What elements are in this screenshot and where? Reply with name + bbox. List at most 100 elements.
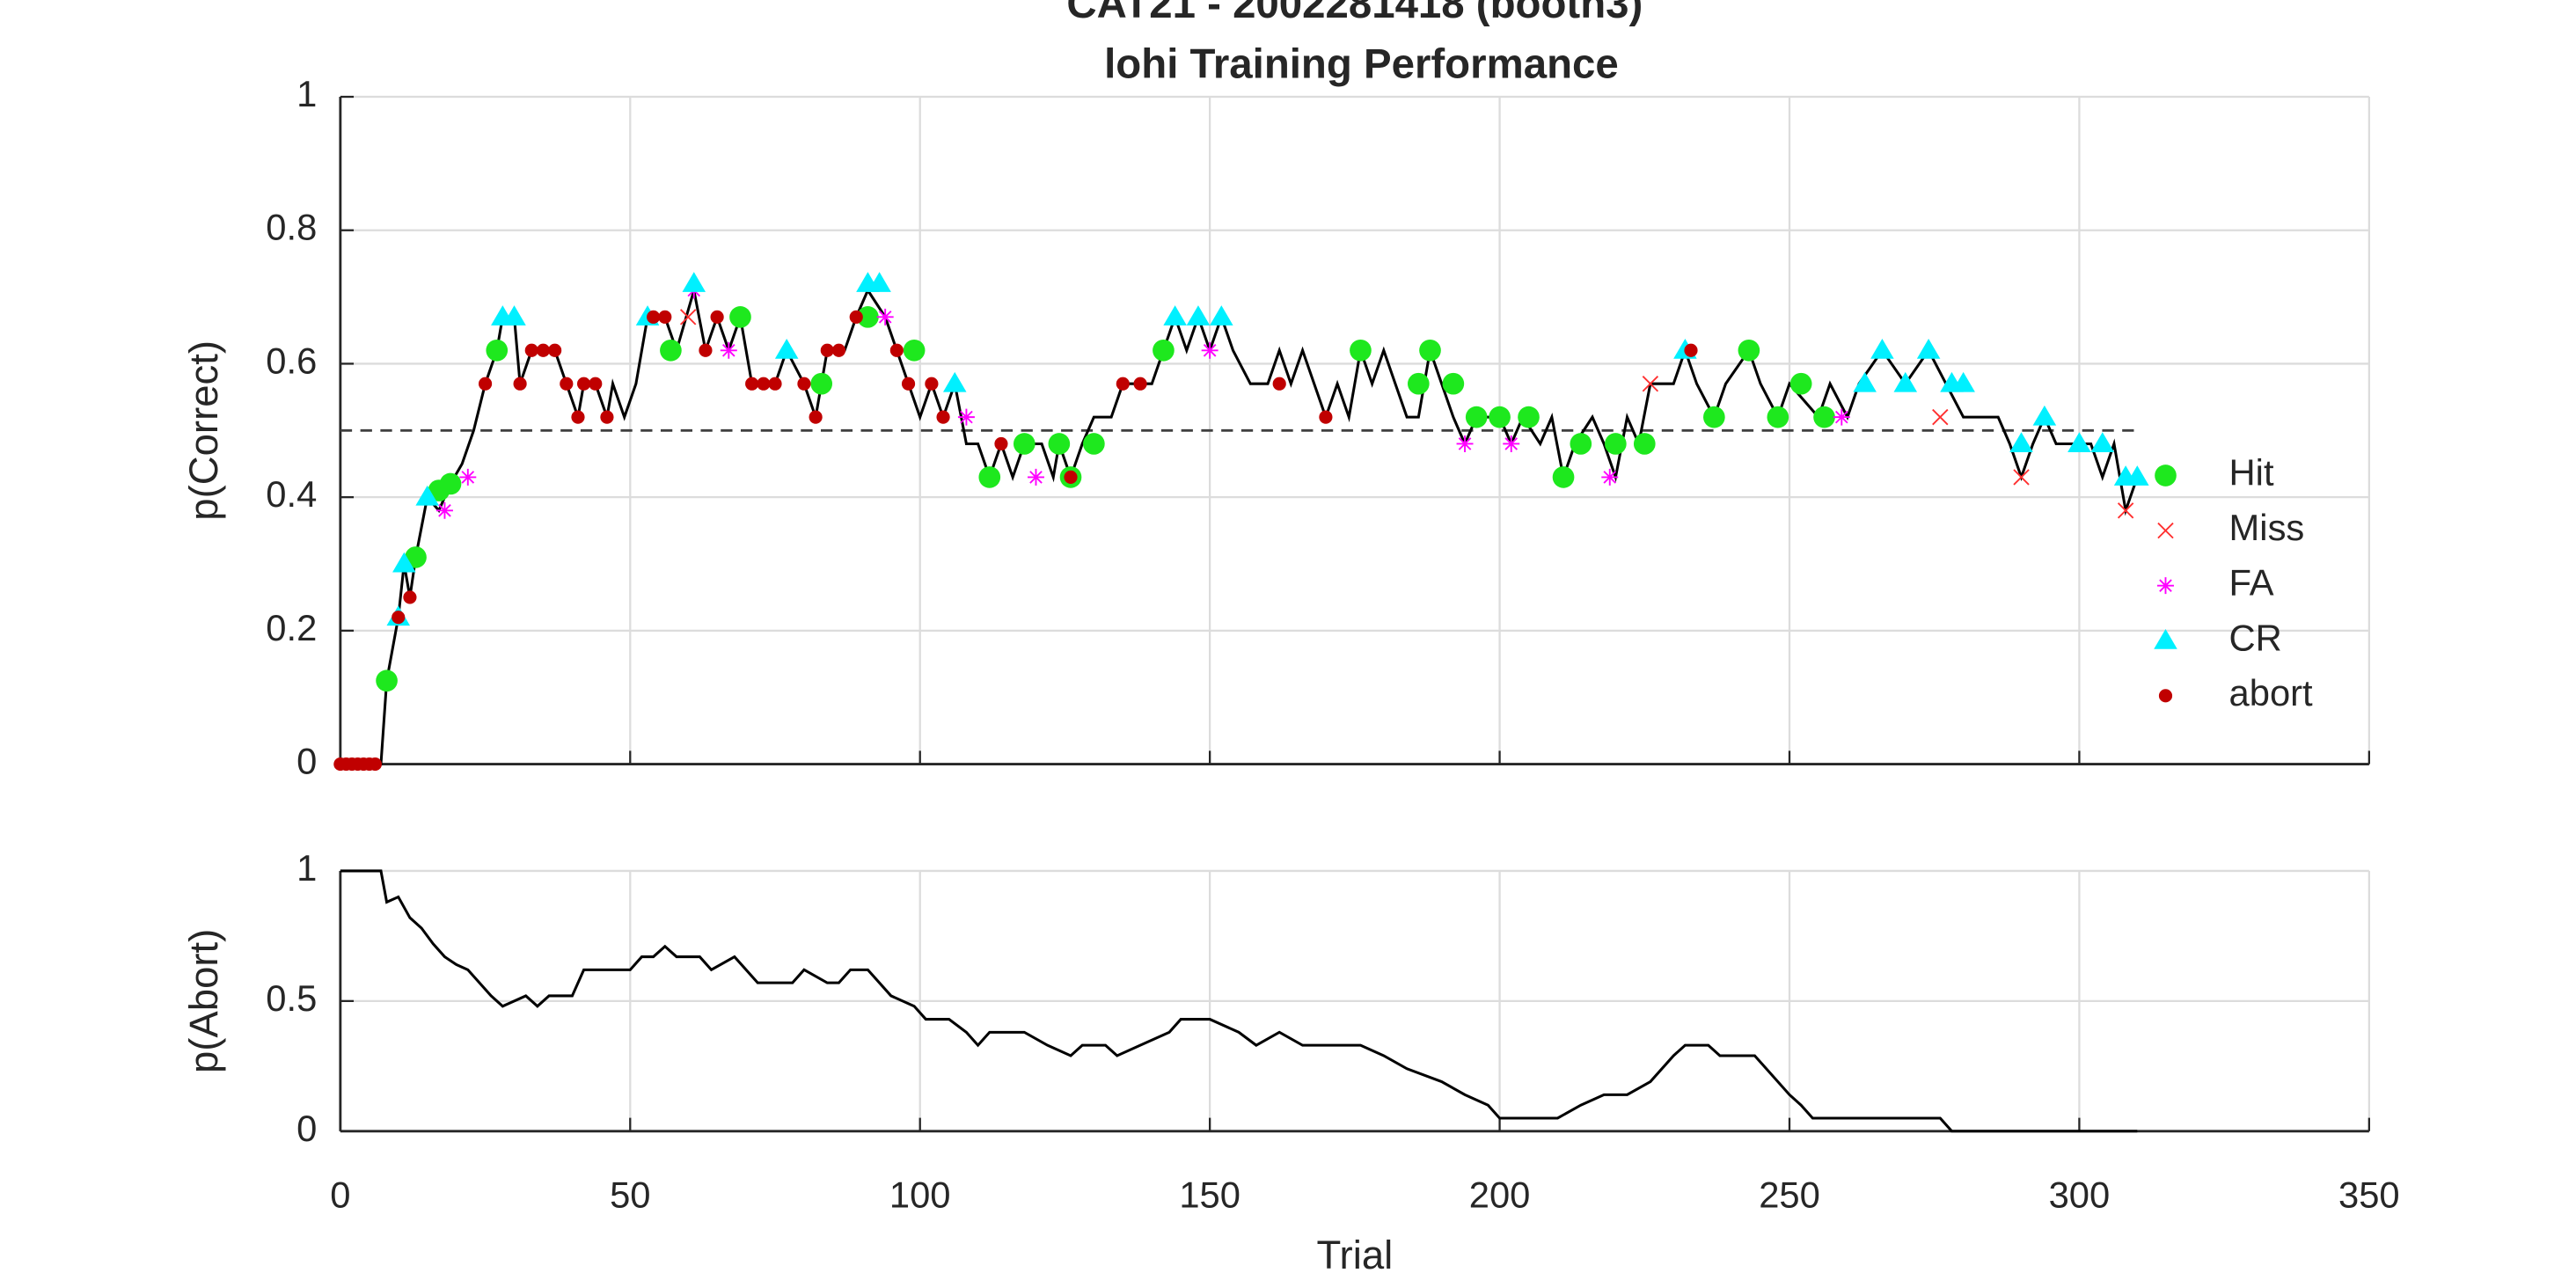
marker-shape [774,338,799,359]
marker-shape [682,272,706,292]
marker-shape [2117,502,2134,519]
x-tick-label: 250 [1759,1174,1820,1216]
marker-triangle [1186,305,1211,326]
marker-shape [2157,522,2174,539]
marker-shape [571,410,585,424]
marker-dot [1116,377,1130,391]
marker-shape [1048,433,1071,455]
marker-shape [536,343,551,357]
marker-x [1642,375,1659,392]
marker-shape [392,611,406,625]
marker-circle [405,546,427,568]
marker-triangle [2090,432,2115,452]
marker-shape [1083,433,1105,455]
marker-circle [486,339,509,362]
marker-star [459,468,477,486]
marker-dot [710,310,724,324]
marker-shape [2154,628,2177,649]
marker-shape [1932,408,1949,426]
marker-triangle [1893,371,1918,392]
marker-shape [1133,377,1147,391]
marker-shape [392,552,416,573]
marker-shape [876,308,894,326]
marker-shape [1951,371,1975,392]
marker-shape [810,372,833,395]
marker-shape [1916,338,1941,359]
marker-dot [831,343,846,357]
marker-circle [1738,339,1760,362]
marker-shape [901,377,916,391]
y-tick-label: 1 [296,847,317,889]
marker-shape [889,343,904,357]
marker-triangle [1210,305,1233,326]
y-tick-label: 0.8 [266,207,317,248]
marker-shape [1456,435,1474,452]
marker-circle [903,339,926,362]
marker-shape [2032,405,2057,426]
marker-shape [757,377,771,391]
marker-shape [1853,371,1877,392]
marker-shape [978,466,1001,488]
marker-shape [1684,343,1698,357]
marker-shape [925,377,939,391]
marker-dot [560,377,574,391]
marker-shape [589,377,603,391]
marker-circle [439,472,462,495]
marker-shape [486,339,509,362]
marker-circle [1605,433,1627,455]
marker-circle [376,669,398,692]
marker-shape [809,410,823,424]
marker-circle [1813,406,1835,428]
marker-shape [2155,465,2177,487]
marker-dot [1684,343,1698,357]
marker-star [1028,468,1044,486]
marker-triangle [2067,432,2091,452]
marker-dot [478,377,493,391]
marker-circle [1442,372,1465,395]
legend-label: Hit [2229,452,2274,494]
marker-shape [1605,433,1627,455]
marker-shape [1601,468,1619,486]
marker-shape [1552,466,1575,488]
marker-shape [658,310,672,324]
marker-shape [1116,377,1130,391]
marker-shape [729,306,751,328]
marker-shape [647,310,661,324]
marker-x [1932,408,1949,426]
y-tick-label: 0.5 [266,977,317,1019]
x-tick-label: 200 [1469,1174,1531,1216]
legend-label: FA [2229,562,2274,604]
marker-circle [978,466,1001,488]
marker-shape [1767,406,1789,428]
y-tick-label: 1 [296,73,317,114]
marker-triangle [2126,465,2149,486]
marker-dot [392,611,406,625]
marker-shape [478,377,493,391]
marker-circle [1570,433,1592,455]
marker-shape [2158,689,2173,703]
marker-shape [857,306,879,328]
y-axis-label: p(Abort) [181,929,226,1073]
marker-shape [368,757,382,772]
x-tick-label: 350 [2338,1174,2400,1216]
marker-shape [576,377,591,391]
marker-dot [600,410,614,424]
marker-triangle [682,272,706,292]
x-tick-label: 0 [330,1174,350,1216]
marker-circle [1633,433,1656,455]
marker-shape [867,272,891,292]
marker-shape [2157,577,2174,595]
marker-triangle [1870,338,1894,359]
marker-dot [536,343,551,357]
marker-shape [1893,371,1918,392]
marker-shape [403,590,417,604]
marker-shape [1833,408,1850,426]
marker-dot [699,343,713,357]
marker-dot [524,343,538,357]
marker-triangle [1951,371,1975,392]
marker-circle [810,372,833,395]
marker-triangle [1853,371,1877,392]
marker-circle [1350,339,1372,362]
marker-shape [1518,406,1540,428]
